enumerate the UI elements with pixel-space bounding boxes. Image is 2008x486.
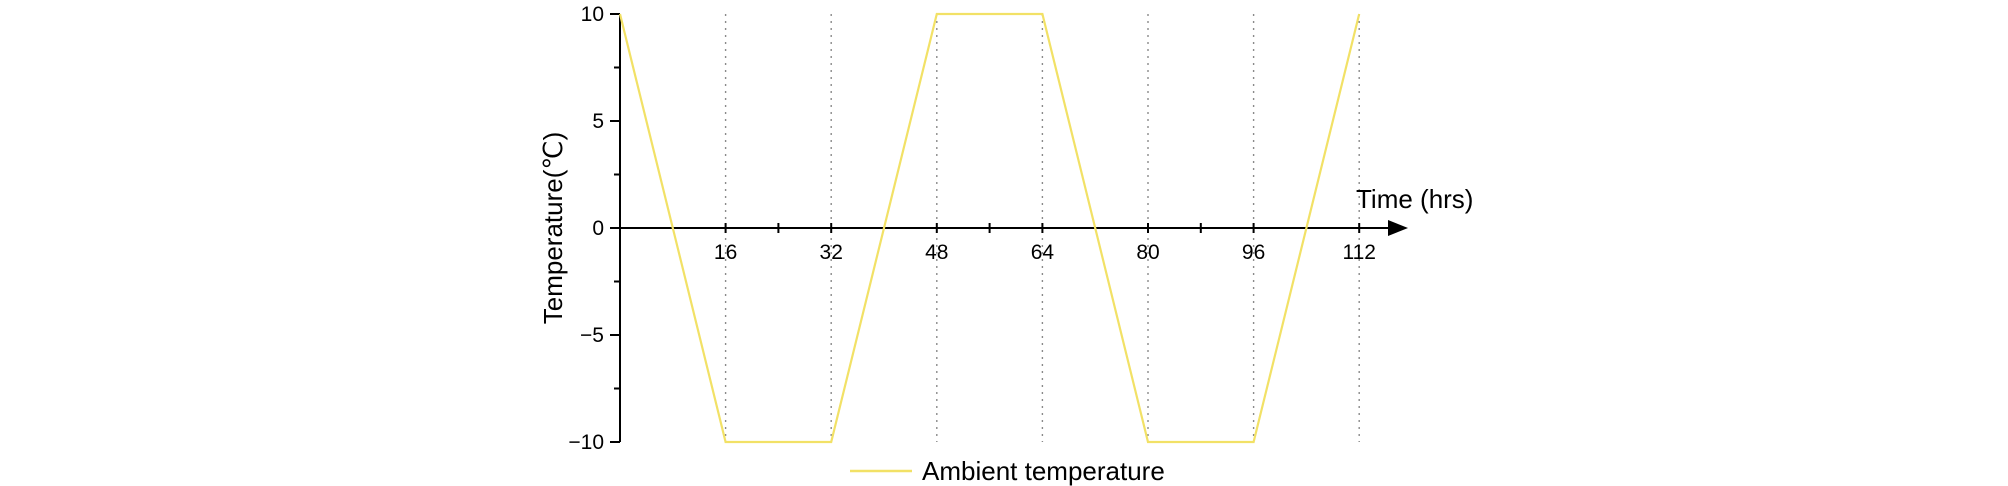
x-tick-label-48: 48 <box>925 241 948 264</box>
grid-lines <box>724 14 1360 442</box>
series-layer <box>618 12 1361 444</box>
y-tick-label-0: 0 <box>592 217 604 240</box>
x-axis-title: Time (hrs) <box>1356 184 1473 214</box>
x-tick-label-16: 16 <box>714 241 737 264</box>
y-tick-label--10: −10 <box>568 431 604 454</box>
y-tick-label-5: 5 <box>592 110 604 133</box>
x-tick-label-112: 112 <box>1342 241 1375 264</box>
legend: Ambient temperature <box>850 456 1165 486</box>
axes <box>610 13 1408 443</box>
x-tick-label-32: 32 <box>820 241 843 264</box>
series-line-0 <box>618 12 1361 444</box>
x-tick-label-96: 96 <box>1242 241 1265 264</box>
x-axis-arrowhead <box>1388 220 1408 236</box>
x-tick-label-64: 64 <box>1031 241 1055 264</box>
y-tick-label-10: 10 <box>581 3 604 26</box>
y-tick-label--5: −5 <box>580 324 604 347</box>
tick-labels: 10 5 0 −5 −10 16 32 48 64 80 96 112 <box>568 3 1376 454</box>
x-tick-label-80: 80 <box>1136 241 1159 264</box>
y-axis-title: Temperature(℃) <box>538 132 568 324</box>
legend-label-ambient-temperature: Ambient temperature <box>922 456 1165 486</box>
